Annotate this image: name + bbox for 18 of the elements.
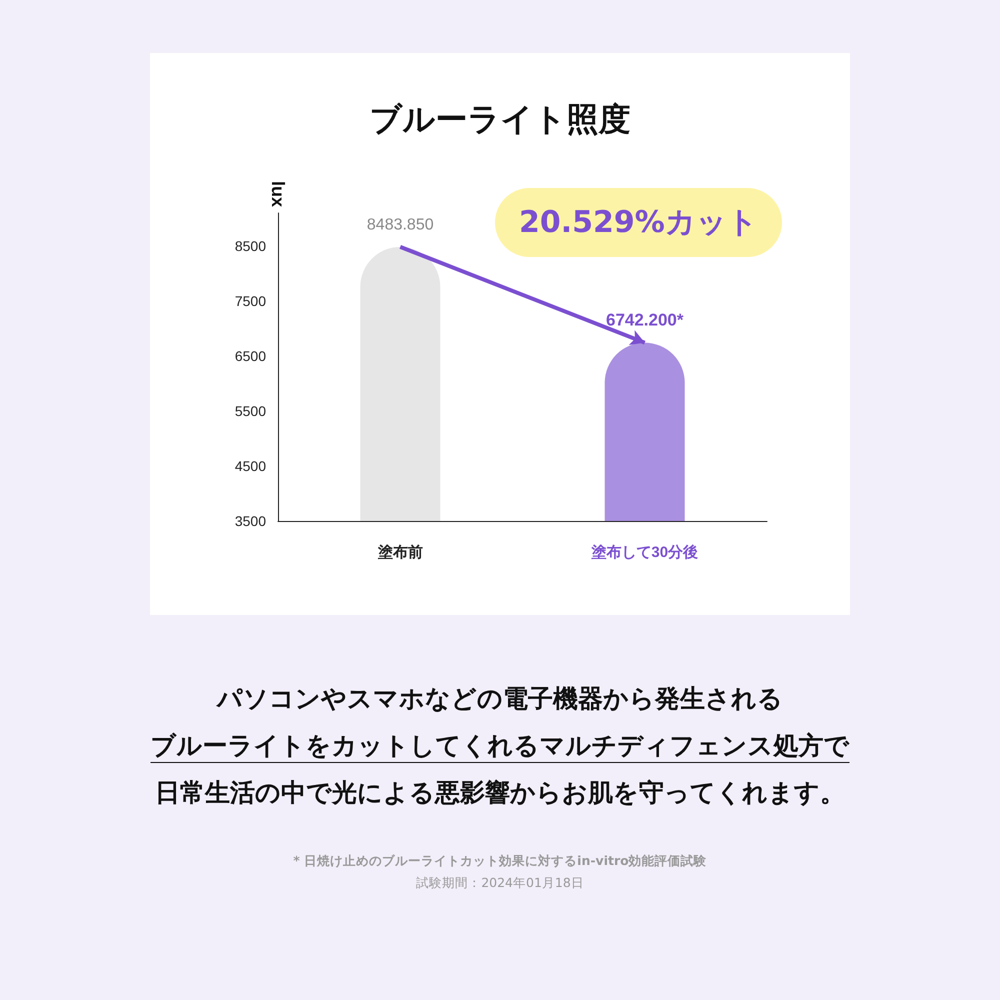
- y-tick-label: 6500: [234, 348, 266, 364]
- data-label: 8483.850: [366, 216, 434, 234]
- text: * 日焼け止めのブルーライトカット効果に対するin-vitro効能評価試験: [292, 852, 708, 870]
- text: 日常生活の中で光による悪影響からお肌を守ってくれます。: [155, 778, 845, 807]
- text: パソコンやスマホなどの電子機器から発生される: [217, 684, 783, 713]
- text: 試験期間：2024年01月18日: [415, 874, 585, 892]
- y-tick-label: 4500: [234, 458, 266, 474]
- y-tick-label: 7500: [234, 293, 266, 309]
- chart-title: ブルーライト照度: [370, 101, 630, 137]
- text: ブルーライトをカットしてくれるマルチディフェンス処方で: [150, 731, 850, 760]
- x-tick-label: 塗布して30分後: [590, 544, 698, 561]
- y-tick-label: 3500: [234, 513, 266, 529]
- data-label: 6742.200*: [606, 310, 684, 330]
- y-axis-title: lux: [268, 180, 288, 207]
- annotation: 20.529%カット: [495, 188, 782, 257]
- y-tick-label: 8500: [234, 238, 266, 254]
- y-tick-label: 5500: [234, 403, 266, 419]
- x-tick-label: 塗布前: [376, 544, 423, 561]
